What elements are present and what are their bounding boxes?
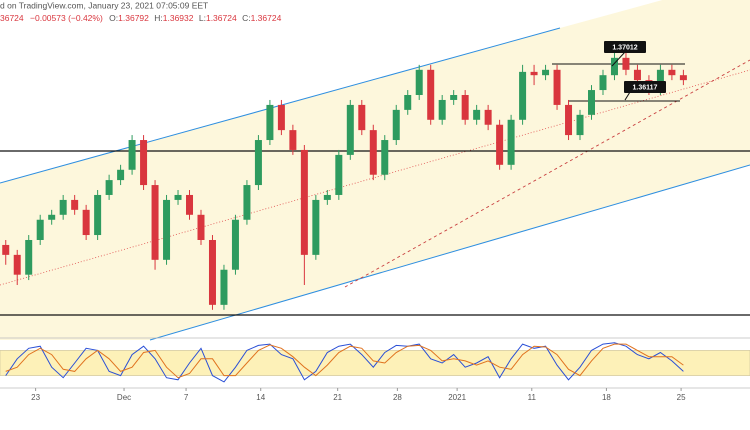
candle-body <box>243 185 251 220</box>
candle-body <box>588 90 596 115</box>
candle-body <box>484 109 492 125</box>
candle-body <box>427 69 435 120</box>
candle-body <box>266 104 274 141</box>
level-label: 1.36117 <box>633 84 658 91</box>
candle-body <box>610 57 618 76</box>
trend-line <box>344 59 750 288</box>
candle-body <box>94 194 102 236</box>
quote: 36724 −0.00573 (−0.42%) O:1.36792 H:1.36… <box>0 13 282 23</box>
leader <box>624 91 631 101</box>
candle-body <box>163 199 171 260</box>
candle-body <box>277 104 285 131</box>
candle-body <box>415 69 423 96</box>
h-label: H: <box>154 13 163 23</box>
candle-body <box>622 57 630 70</box>
candle-body <box>289 130 297 150</box>
label-box <box>624 81 666 93</box>
candle-body <box>174 194 182 200</box>
change: −0.00573 (−0.42%) <box>30 13 103 23</box>
x-tick-label: 21 <box>333 393 342 402</box>
candle-body <box>105 180 113 195</box>
candle-body <box>208 239 216 305</box>
candle-body <box>519 71 527 120</box>
candle-body <box>186 194 194 215</box>
last: 36724 <box>0 13 24 23</box>
o: 1.36792 <box>118 13 149 23</box>
candle-body <box>599 75 607 91</box>
candle-body <box>450 95 458 100</box>
stoch-line <box>5 343 684 379</box>
candle-body <box>392 109 400 141</box>
h: 1.36932 <box>163 13 194 23</box>
candle-body <box>312 199 320 255</box>
x-tick-label: 14 <box>256 393 265 402</box>
source: d on TradingView.com, January 23, 2021 0… <box>0 0 208 10</box>
channel-mid <box>0 69 750 286</box>
candle-body <box>346 104 354 155</box>
candle-body <box>13 254 21 275</box>
candle-body <box>576 114 584 136</box>
candle-body <box>656 69 664 91</box>
candle-body <box>381 140 389 175</box>
candle-body <box>496 124 504 165</box>
candle-body <box>151 185 159 260</box>
marks: 23 Dec 7 14 21 28 2021 11 18 25 <box>2 47 687 402</box>
candle-body <box>117 169 125 181</box>
candle-body <box>82 209 90 236</box>
candle-body <box>2 244 10 255</box>
candle-body <box>140 140 148 186</box>
candle-body <box>197 214 205 240</box>
level-label: 1.37012 <box>612 44 637 51</box>
candle-body <box>461 95 469 120</box>
candle-body <box>438 99 446 120</box>
l-label: L: <box>199 13 206 23</box>
c: 1.36724 <box>251 13 282 23</box>
candle-body <box>25 239 33 275</box>
candle-body <box>404 95 412 110</box>
x-tick-label: 23 <box>31 393 40 402</box>
c-label: C: <box>242 13 251 23</box>
o-label: O: <box>109 13 118 23</box>
candle-body <box>48 214 56 220</box>
candle-body <box>220 269 228 305</box>
candle-body <box>128 140 136 170</box>
candle-body <box>507 119 515 165</box>
leader <box>611 51 626 67</box>
x-tick-label: 7 <box>184 393 189 402</box>
candle-body <box>542 69 550 76</box>
candle-body <box>36 219 44 240</box>
label-box <box>604 41 646 53</box>
candle-body <box>358 104 366 131</box>
x-tick-label: 18 <box>602 393 611 402</box>
candle-body <box>323 194 331 200</box>
stoch-line <box>5 342 684 383</box>
candle-body <box>369 130 377 175</box>
x-tick-label: 28 <box>393 393 402 402</box>
candle-body <box>679 75 687 81</box>
candle-body <box>300 149 308 255</box>
candle-body <box>59 199 67 215</box>
candle-body <box>553 69 561 105</box>
candle-body <box>633 69 641 81</box>
stoch-band <box>0 350 750 376</box>
x-tick-label: Dec <box>117 393 131 402</box>
l: 1.36724 <box>206 13 237 23</box>
channel-bottom <box>149 164 750 341</box>
x-tick-label: 11 <box>528 393 537 402</box>
candle-body <box>565 104 573 136</box>
candle-body <box>668 69 676 76</box>
x-tick-label: 2021 <box>448 393 466 402</box>
candle-body <box>254 140 262 186</box>
candle-body <box>530 71 538 76</box>
x-tick-label: 25 <box>677 393 686 402</box>
candle-body <box>335 154 343 195</box>
candle-body <box>71 199 79 210</box>
candle-body <box>473 109 481 120</box>
candle-body <box>231 219 239 270</box>
